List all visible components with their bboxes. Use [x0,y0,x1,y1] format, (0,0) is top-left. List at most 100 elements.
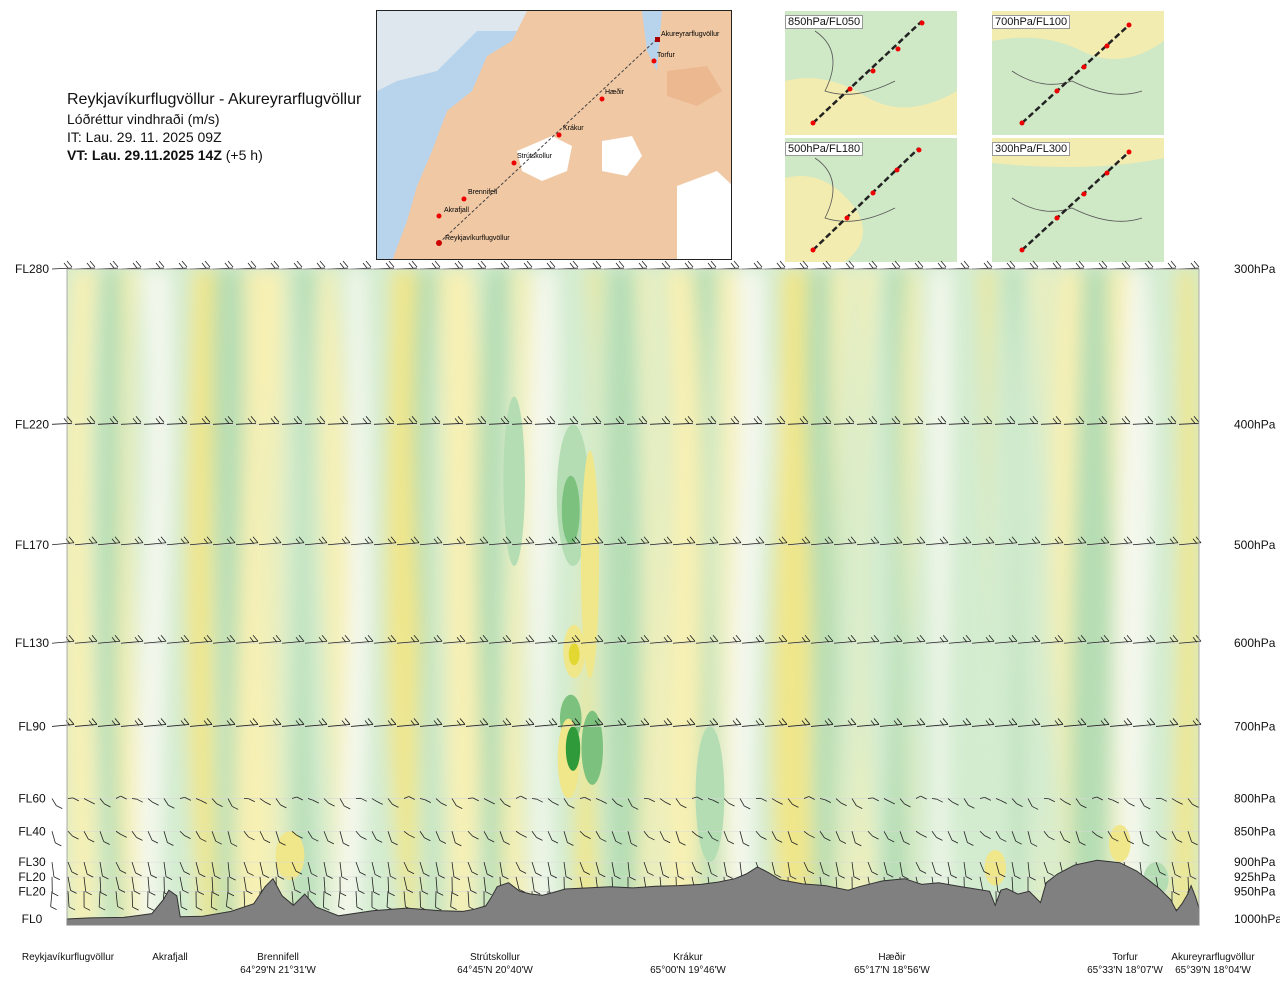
wind-barb [451,831,462,847]
chart-header: Reykjavíkurflugvöllur - Akureyrarflugvöl… [67,90,361,164]
wind-barb [1086,536,1110,546]
wind-barb [1040,260,1062,270]
field-band [476,269,510,925]
wind-barb [979,861,991,875]
wind-barb [243,876,253,895]
wind-barb [403,861,415,875]
wind-barb [355,797,367,802]
wind-barb [1132,718,1156,727]
wind-barb [1132,416,1154,425]
field-core [561,475,580,545]
wind-barb [511,718,535,727]
wind-barb [902,536,926,546]
hpa-label: 700hPa [1234,719,1276,733]
wind-barb [672,260,694,270]
mini-map-850-svg [785,11,957,135]
wind-barb [327,718,351,727]
wind-barb [291,876,301,894]
wind-barb [835,862,845,879]
wind-barb [994,416,1016,425]
wind-barb [304,416,326,425]
wind-barb [131,861,142,877]
wind-barb [435,891,442,911]
wind-barb [483,798,495,805]
wind-barb [1178,718,1202,727]
field-band [1005,269,1023,925]
wind-barb [291,796,303,801]
route-map-svg: Reykjavíkurflugvöllur Akrafjall Brennife… [377,11,731,259]
wind-barb [115,876,126,893]
wind-barb [810,416,832,425]
wind-barb [442,718,466,727]
wind-barb [235,260,257,270]
wind-barb [718,718,742,727]
wind-barb [1155,260,1177,270]
field-core [568,643,580,666]
wind-barb [419,416,441,425]
map-label-rkv: Reykjavíkurflugvöllur [445,235,510,242]
wind-barb [307,831,319,842]
wind-barb [227,876,235,897]
waypoint-name: Krákur [673,952,703,963]
wind-barb [465,260,487,270]
wind-barb [723,831,735,845]
wind-barb [403,796,415,800]
wind-barb [211,831,222,845]
field-band [292,269,316,925]
wind-barb [195,831,207,842]
hpa-label: 1000hPa [1234,912,1280,926]
wind-barb [435,798,447,807]
wind-barb [563,862,573,880]
wind-barb [1123,798,1135,807]
valid-time: VT: Lau. 29.11.2025 14Z (+5 h) [67,146,361,164]
mini-map-300-label: 300hPa/FL300 [992,142,1071,156]
wind-barb [691,796,703,801]
wind-barb [467,876,477,894]
wind-barb [373,416,395,425]
wind-barb [995,831,1007,842]
wind-barb [707,862,718,877]
fl-label: FL30 [18,855,46,869]
wind-barb [83,876,92,896]
wind-barb [534,260,556,270]
wind-barb [1063,260,1085,270]
mini-map-500: 500hPa/FL180 [785,138,957,262]
wind-barb [339,798,351,810]
wind-barb [166,634,190,644]
wind-barb [787,260,809,270]
wind-barb [739,831,750,847]
wind-barb [675,831,686,846]
fl-label: FL20 [18,884,46,898]
wind-barb [659,862,670,879]
wind-barb [373,634,397,644]
wind-barb [810,718,834,727]
wind-barb [371,862,382,878]
wind-barb [1017,536,1041,546]
waypoint-name: Hæðir [878,951,906,963]
wind-barb [579,797,591,801]
wind-barb [465,718,489,727]
wind-barb [275,862,285,880]
wind-barb [51,798,63,810]
wind-barb [350,718,374,727]
hpa-label: 300hPa [1234,262,1276,276]
wind-barb [1155,634,1179,644]
wind-barb [902,718,926,727]
wind-barb [1178,260,1200,270]
wind-barb [627,831,638,847]
wind-barb [579,830,591,840]
wind-barb [1091,830,1103,839]
wind-barb [291,830,303,839]
wind-barb [580,718,604,727]
wind-barb [563,798,575,809]
wind-barb [163,798,175,809]
wind-barb [764,416,786,425]
variable-subtitle: Lóðréttur vindhraði (m/s) [67,111,220,127]
wind-barb [643,861,654,876]
wind-barb [403,830,415,839]
wind-barb [1040,718,1064,727]
wind-barb [764,718,788,727]
mini-map-500-label: 500hPa/FL180 [785,142,864,156]
waypoint-name: Reykjavíkurflugvöllur [22,952,115,963]
wind-barb [243,831,255,841]
